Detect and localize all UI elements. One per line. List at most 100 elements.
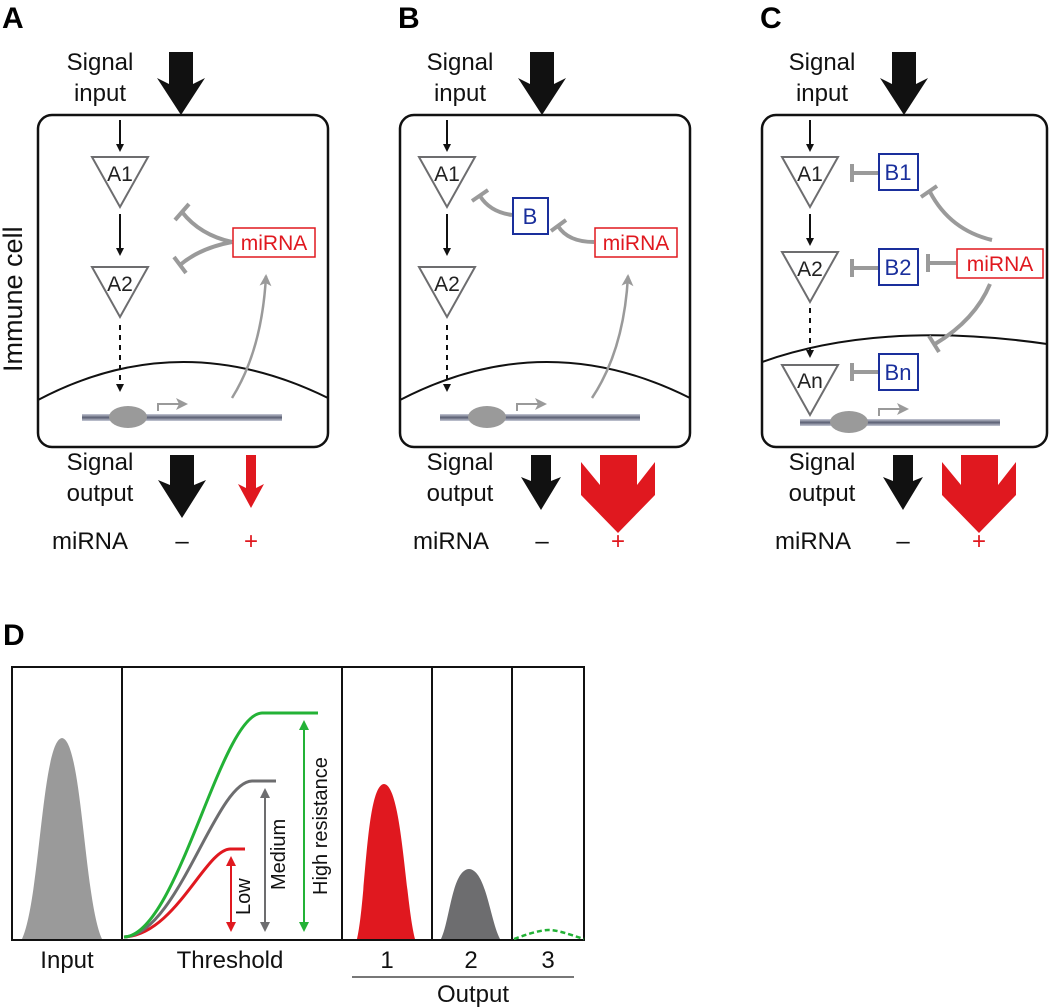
node-a1 [780,156,840,210]
signal-output-label: Signal [789,449,856,476]
mirna-inhibition [556,224,595,244]
signal-output-arrow-black [883,455,923,510]
signal-input-label: input [796,80,848,107]
promoter-arrow [157,398,188,411]
immune-cell-box [36,113,330,449]
mirna-box [956,248,1044,279]
polymerase [830,411,868,433]
low-curve [123,847,245,939]
signal-output-label: output [427,480,494,507]
high-resistance-label: High resistance [310,757,332,895]
input-label: Input [40,947,94,974]
dna-strand [800,419,1000,426]
node-a2 [780,251,840,305]
immune-cell-box [760,113,1049,449]
panel-d: D Low Medium High resistance Input Thres… [3,619,585,1008]
node-a2-label: A2 [434,273,460,296]
inhibition-bar [470,188,490,203]
immune-cell-box [398,113,692,449]
node-a2-label: A2 [107,273,133,296]
output-bin-1: 1 [380,947,393,974]
nucleus-membrane [37,361,329,401]
mirna-row-label: miRNA [52,528,128,555]
signal-output-label: Signal [427,449,494,476]
node-bn [878,353,919,391]
mirna-inhibition [933,283,992,346]
panel-letter-a: A [2,2,24,35]
node-b [512,197,549,235]
minus-sign: – [175,528,189,555]
signal-input-label: input [434,80,486,107]
signal-output-label: output [67,480,134,507]
signal-output-arrow-red [238,455,264,508]
promoter-arrow [878,403,909,416]
immune-cell-label: Immune cell [0,226,28,372]
mirna-row-label: miRNA [413,528,489,555]
node-b2-label: B2 [885,255,912,280]
output-bin-3: 3 [541,947,554,974]
panel-c: C Signal input A1 A2 An B1 B2 Bn miRNA [760,2,1049,555]
output-label: Output [437,981,509,1008]
plus-sign: + [611,528,625,555]
medium-label: Medium [268,819,290,890]
inhibition-bar [173,202,191,222]
signal-input-arrow [518,52,566,115]
minus-sign: – [535,528,549,555]
signal-input-label: Signal [67,49,134,76]
dna-strand [440,414,640,421]
inhibition-bar [927,334,941,354]
mirna-inhibition [180,210,233,244]
polymerase [109,406,147,428]
signal-output-arrow-black [158,455,206,518]
input-distribution [22,738,102,939]
node-b1-label: B1 [885,160,912,185]
signal-output-arrow-black [521,455,561,510]
inhibition-bar [919,184,939,199]
node-a1 [417,156,477,210]
plus-sign: + [972,528,986,555]
node-a1-label: A1 [107,163,133,186]
signal-input-label: Signal [427,49,494,76]
output-distribution-1 [357,784,415,939]
inhibition-bar [172,255,188,275]
mirna-transcription-arrow [590,274,634,399]
panel-letter-c: C [760,2,782,35]
inhibition-bar [549,218,568,233]
mirna-box-label: miRNA [967,253,1034,276]
output-frame-3 [511,666,585,941]
b-inhibition [478,194,513,217]
signal-output-label: Signal [67,449,134,476]
node-a1 [90,156,150,210]
signal-input-label: input [74,80,126,107]
signal-input-arrow [157,52,205,115]
mirna-inhibition [178,240,233,267]
mirna-box [594,227,678,258]
panel-letter-d: D [3,619,25,652]
node-bn-label: Bn [885,360,912,385]
node-an [780,364,840,418]
node-a2-label: A2 [797,258,823,281]
plus-sign: + [244,528,258,555]
panel-letter-b: B [398,2,420,35]
signal-output-arrow-red [581,455,655,533]
dna-strand [82,414,282,421]
node-a1-label: A1 [434,163,460,186]
node-b-label: B [523,204,538,229]
mirna-transcription-arrow [230,274,272,399]
mirna-box-label: miRNA [241,232,308,255]
promoter-arrow [516,398,547,411]
mirna-box [232,227,316,258]
node-a1-label: A1 [797,163,823,186]
node-a2 [90,266,150,320]
medium-curve [123,779,276,939]
signal-input-arrow [880,52,928,115]
minus-sign: – [896,528,910,555]
output-distribution-2 [441,869,500,939]
high-curve [123,711,318,939]
threshold-label: Threshold [177,947,284,974]
panel-b: B Signal input A1 A2 B miRNA Signal outp… [398,2,692,555]
polymerase [468,406,506,428]
output-distribution-3 [513,928,585,941]
signal-output-arrow-red [942,455,1016,533]
